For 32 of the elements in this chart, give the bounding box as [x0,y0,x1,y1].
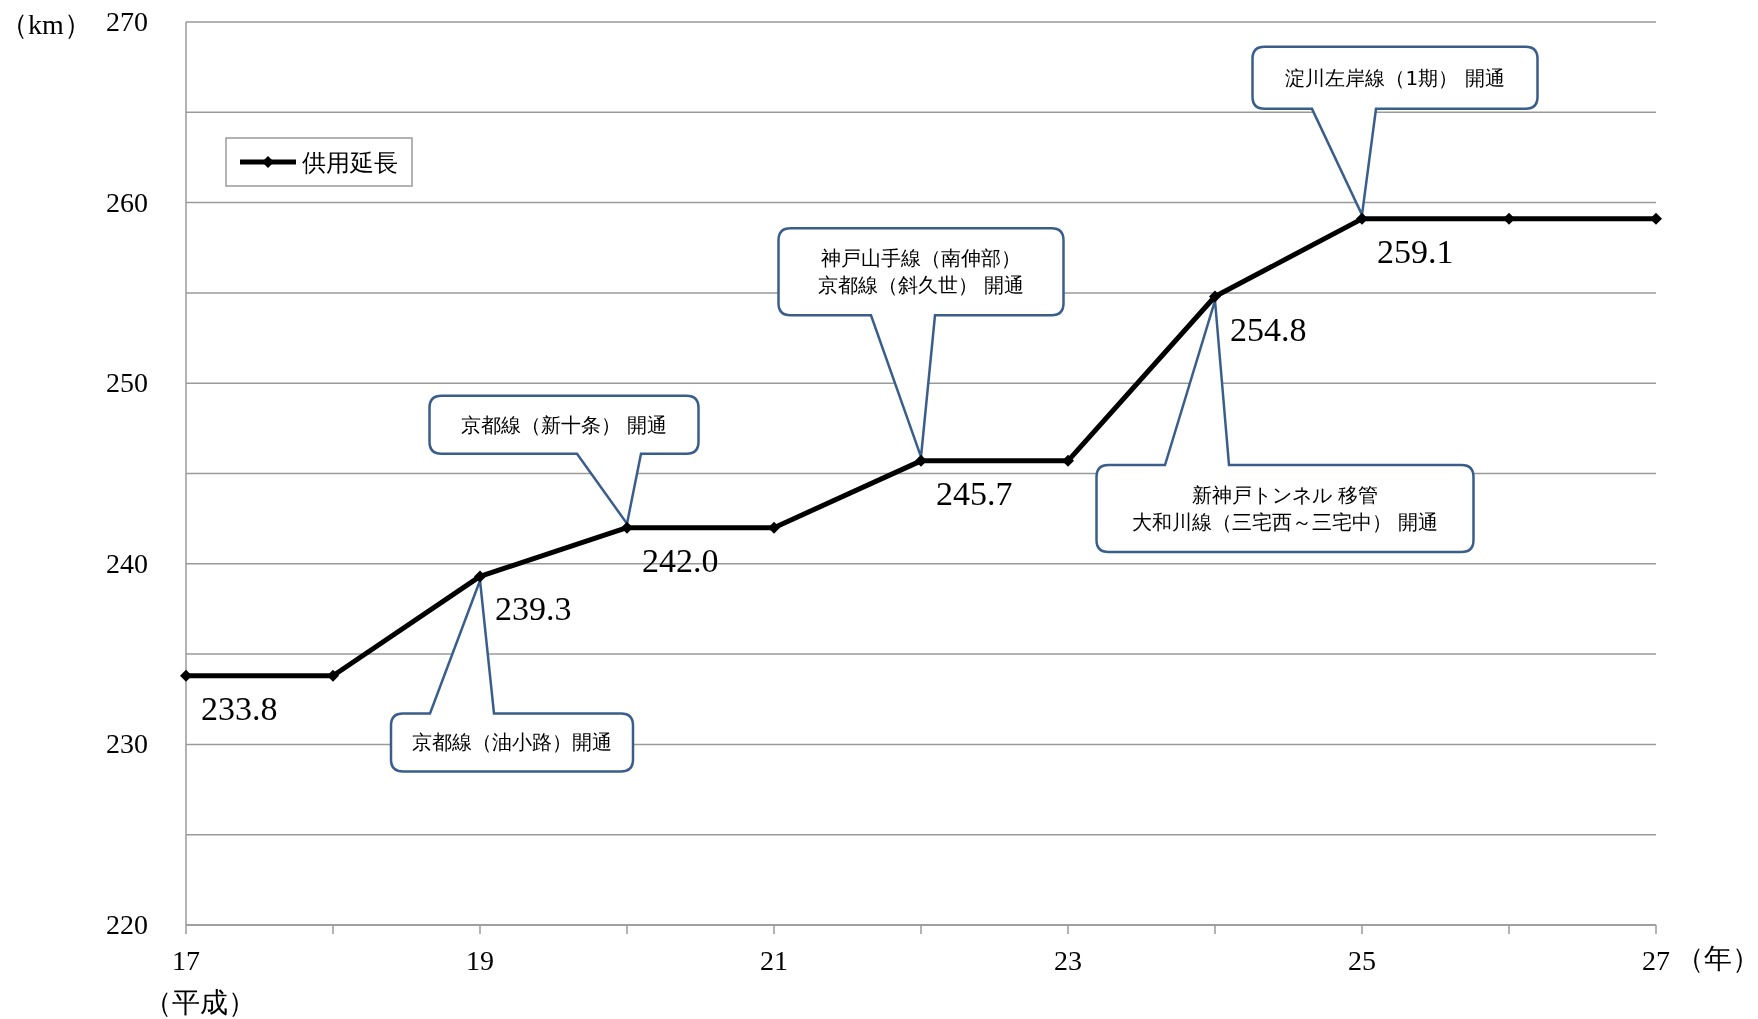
data-label: 242.0 [642,541,719,579]
text: （平成） [144,987,256,1018]
x-tick-label: 17 [172,945,200,976]
y-tick-label: 260 [106,186,148,218]
data-label: 239.3 [495,590,572,628]
data-label: 245.7 [936,474,1013,512]
point [474,570,486,583]
x-axis-title: （年） [1676,943,1758,974]
annotation: 京都線（油小路）開通 [412,730,612,755]
data-label: 259.1 [1377,232,1454,270]
annotation: 京都線（斜久世） 開通 [817,273,1025,298]
annotation: 京都線（新十条） 開通 [460,412,668,437]
point [1209,290,1221,303]
legend: 供用延長 [225,137,413,187]
x-tick-label: 27 [1642,945,1670,976]
data-label: 254.8 [1230,310,1307,348]
y-tick-label: 240 [106,547,148,579]
y-tick-label: 250 [106,367,148,399]
annotation: 神戸山手線（南伸部） [821,246,1021,271]
data-label: 233.8 [201,689,278,727]
annotation: 新神戸トンネル 移管 [1191,483,1379,508]
x-tick-label: 23 [1054,945,1082,976]
x-tick-label: 21 [760,945,788,976]
y-tick-label: 220 [106,909,148,940]
y-tick-label: 230 [106,728,148,760]
annotation: 淀川左岸線（1期） 開通 [1285,65,1505,90]
y-axis-title: （km） [0,9,92,40]
x-tick-label: 19 [466,945,494,976]
legend-label: 供用延長 [302,149,398,177]
annotation: 大和川線（三宅西～三宅中） 開通 [1131,510,1439,535]
x-tick-label: 25 [1348,945,1376,976]
y-tick-label: 270 [106,6,148,37]
